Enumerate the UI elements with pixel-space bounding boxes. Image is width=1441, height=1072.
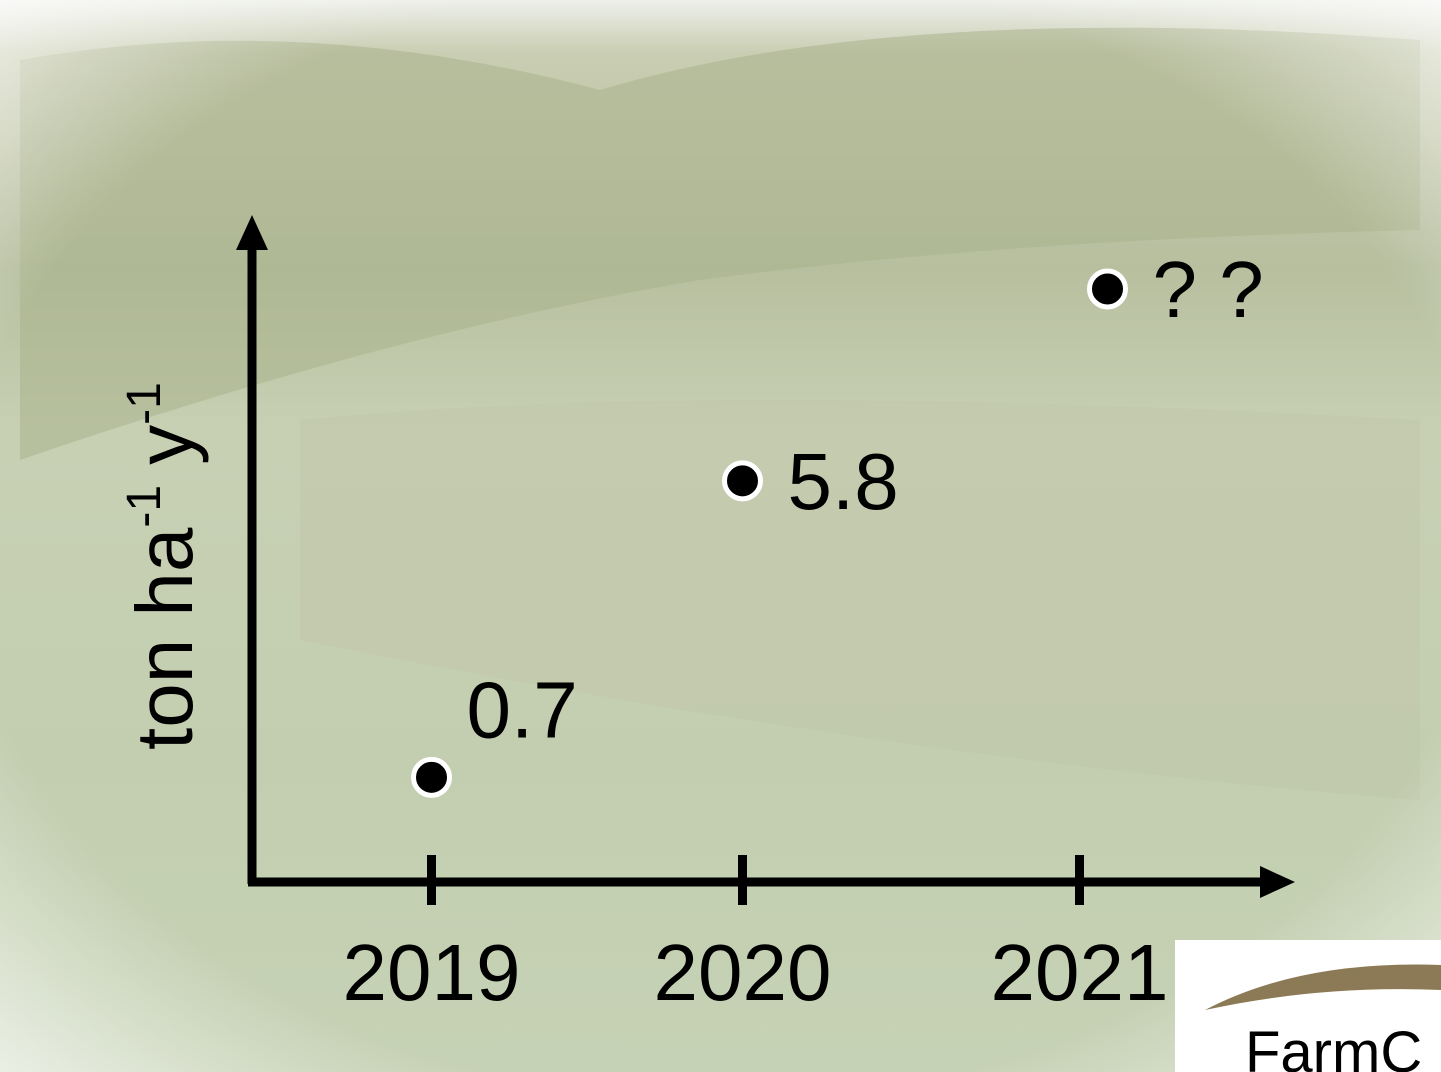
data-point [1087, 268, 1128, 310]
x-tick-label: 2020 [654, 928, 832, 1017]
y-label-sup: -1 [118, 382, 171, 425]
logo-swoosh [1205, 964, 1441, 1010]
logo-text: FarmC [1245, 1020, 1422, 1072]
y-label-part: ton ha [120, 527, 209, 750]
y-axis-arrow [236, 215, 268, 250]
x-tick-label: 2019 [343, 928, 521, 1017]
data-label: 0.7 [467, 665, 578, 754]
x-axis-arrow [1260, 866, 1295, 898]
data-label: 5.8 [788, 437, 899, 526]
data-point [722, 460, 763, 502]
y-axis-label: ton ha-1y-1 [118, 382, 209, 750]
y-label-part: y [120, 425, 209, 465]
y-label-sup: -1 [118, 485, 171, 528]
logo: FarmC [1175, 940, 1441, 1072]
x-tick-label: 2021 [991, 928, 1169, 1017]
data-label: ? ? [1153, 245, 1264, 334]
data-point [411, 756, 452, 798]
